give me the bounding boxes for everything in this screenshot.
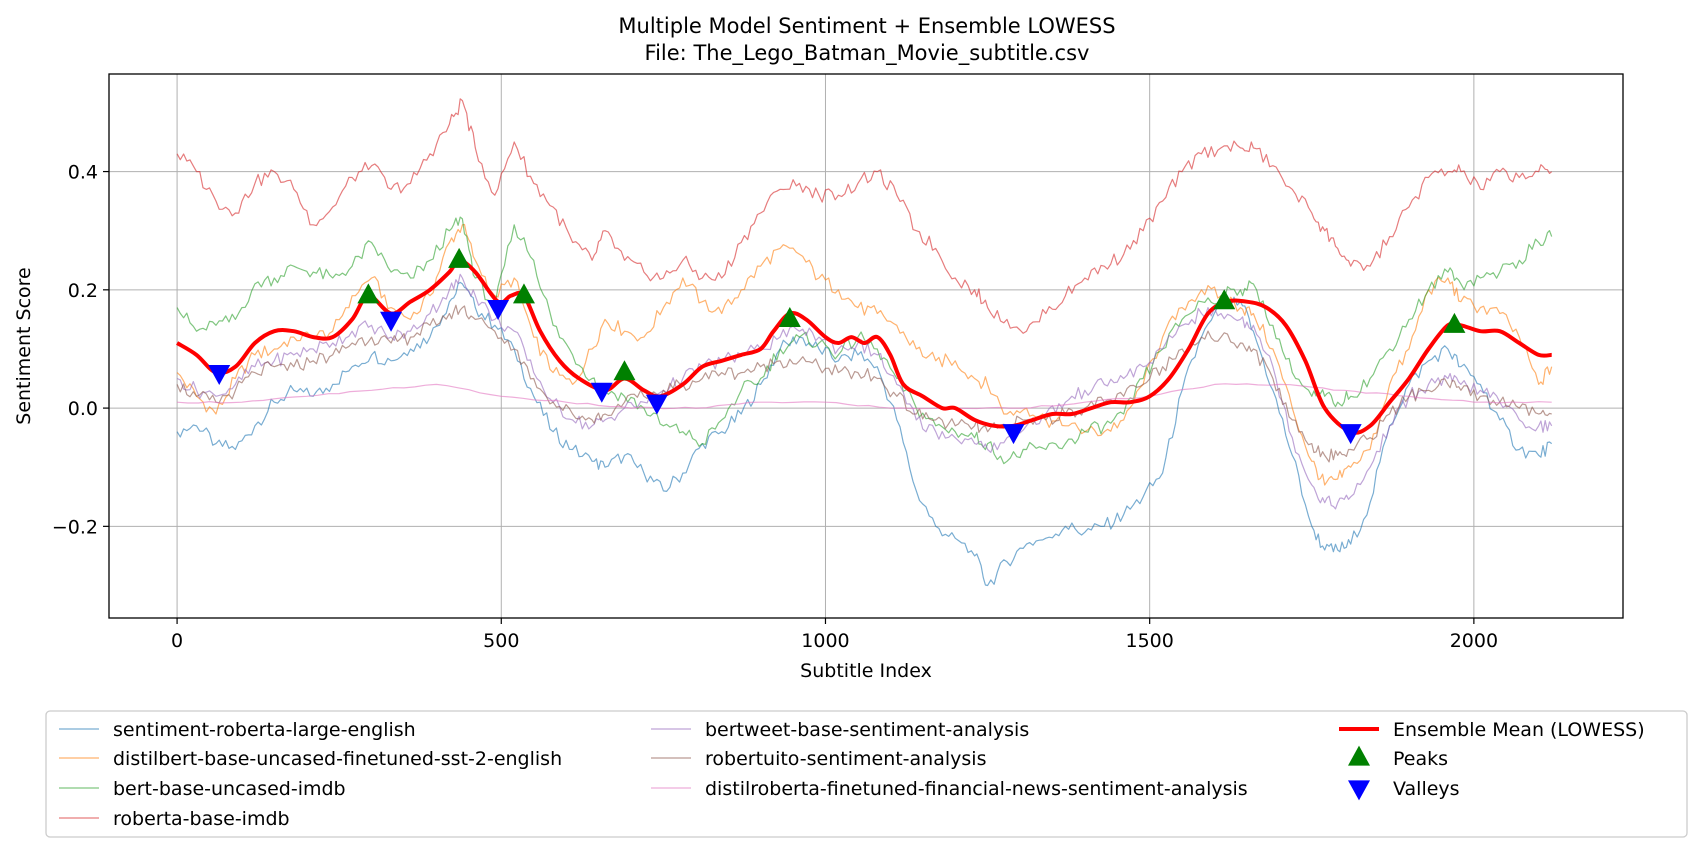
x-axis-ticks: 0 500 1000 1500 2000: [171, 618, 1498, 652]
x-axis-label: Subtitle Index: [800, 660, 932, 682]
legend-entry-bert-base-uncased-imdb: bert-base-uncased-imdb: [59, 778, 346, 800]
legend-entry-sentiment-roberta-large-english: sentiment-roberta-large-english: [59, 719, 416, 741]
x-tick-label: 1500: [1125, 630, 1173, 652]
valley-marker: [1339, 424, 1362, 445]
chart-subtitle: File: The_Lego_Batman_Movie_subtitle.csv: [645, 41, 1090, 66]
x-tick-label: 500: [483, 630, 519, 652]
peak-marker: [778, 306, 801, 327]
peak-marker: [613, 360, 636, 381]
legend-label: sentiment-roberta-large-english: [113, 719, 416, 741]
series-line-bertweet-base-sentiment-analysis: [176, 273, 1553, 510]
peak-marker: [512, 283, 535, 304]
series-line-sentiment-roberta-large-english: [176, 281, 1553, 587]
peak-valley-markers: [208, 247, 1466, 445]
legend-label: Peaks: [1393, 748, 1448, 770]
chart-title: Multiple Model Sentiment + Ensemble LOWE…: [618, 14, 1115, 38]
legend-entry-valleys: Valleys: [1348, 778, 1460, 801]
valley-marker: [1002, 424, 1025, 445]
peak-marker: [448, 247, 471, 268]
legend-entry-robertuito-sentiment-analysis: robertuito-sentiment-analysis: [651, 748, 986, 770]
legend-label: distilroberta-finetuned-financial-news-s…: [705, 778, 1248, 800]
legend-entry-distilroberta-finetuned-financial-news-sentiment-analysis: distilroberta-finetuned-financial-news-s…: [651, 778, 1248, 800]
valley-marker: [590, 382, 613, 403]
legend-label: robertuito-sentiment-analysis: [705, 748, 986, 770]
legend-label: distilbert-base-uncased-finetuned-sst-2-…: [113, 748, 562, 770]
peak-marker: [1213, 289, 1236, 310]
x-tick-label: 0: [171, 630, 183, 652]
plot-series: [176, 98, 1553, 587]
valley-marker: [380, 311, 403, 332]
legend-label: bert-base-uncased-imdb: [113, 778, 346, 800]
legend-entry-roberta-base-imdb: roberta-base-imdb: [59, 808, 290, 830]
legend-label: roberta-base-imdb: [113, 808, 290, 830]
legend-label: Valleys: [1393, 778, 1460, 800]
grid-lines: [109, 74, 1623, 618]
peak-marker: [357, 283, 380, 304]
plot-frame: [108, 73, 1624, 619]
valley-marker: [208, 365, 231, 386]
peak-marker: [1443, 312, 1466, 333]
y-axis-ticks: −0.2 0.0 0.2 0.4: [52, 162, 109, 538]
legend-label: Ensemble Mean (LOWESS): [1393, 719, 1645, 741]
valley-marker: [645, 394, 668, 415]
legend-swatch: [1348, 780, 1370, 801]
valley-marker: [487, 299, 510, 320]
series-line-distilbert-base-uncased-finetuned-sst-2-english: [176, 223, 1553, 486]
legend-entry-distilbert-base-uncased-finetuned-sst-2-english: distilbert-base-uncased-finetuned-sst-2-…: [59, 748, 562, 770]
legend: sentiment-roberta-large-english distilber…: [45, 710, 1688, 838]
legend-frame: [45, 710, 1688, 838]
legend-entry-ensemble-mean-lowess: Ensemble Mean (LOWESS): [1339, 719, 1645, 741]
legend-swatch: [1348, 745, 1370, 766]
legend-entry-bertweet-base-sentiment-analysis: bertweet-base-sentiment-analysis: [651, 719, 1029, 741]
x-tick-label: 2000: [1450, 630, 1498, 652]
y-tick-label: −0.2: [52, 516, 98, 538]
y-tick-label: 0.2: [68, 280, 98, 302]
legend-label: bertweet-base-sentiment-analysis: [705, 719, 1029, 741]
series-line-roberta-base-imdb: [176, 98, 1553, 334]
y-axis-label: Sentiment Score: [13, 267, 35, 424]
y-tick-label: 0.0: [68, 398, 98, 420]
legend-entry-peaks: Peaks: [1348, 745, 1448, 770]
series-line-distilroberta-finetuned-financial-news-sentiment-analysis: [177, 383, 1552, 410]
series-line-robertuito-sentiment-analysis: [176, 304, 1552, 463]
series-line-ensemble-mean-lowess: [176, 258, 1552, 435]
x-tick-label: 1000: [801, 630, 849, 652]
y-tick-label: 0.4: [68, 162, 98, 184]
series-line-bert-base-uncased-imdb: [176, 216, 1553, 465]
